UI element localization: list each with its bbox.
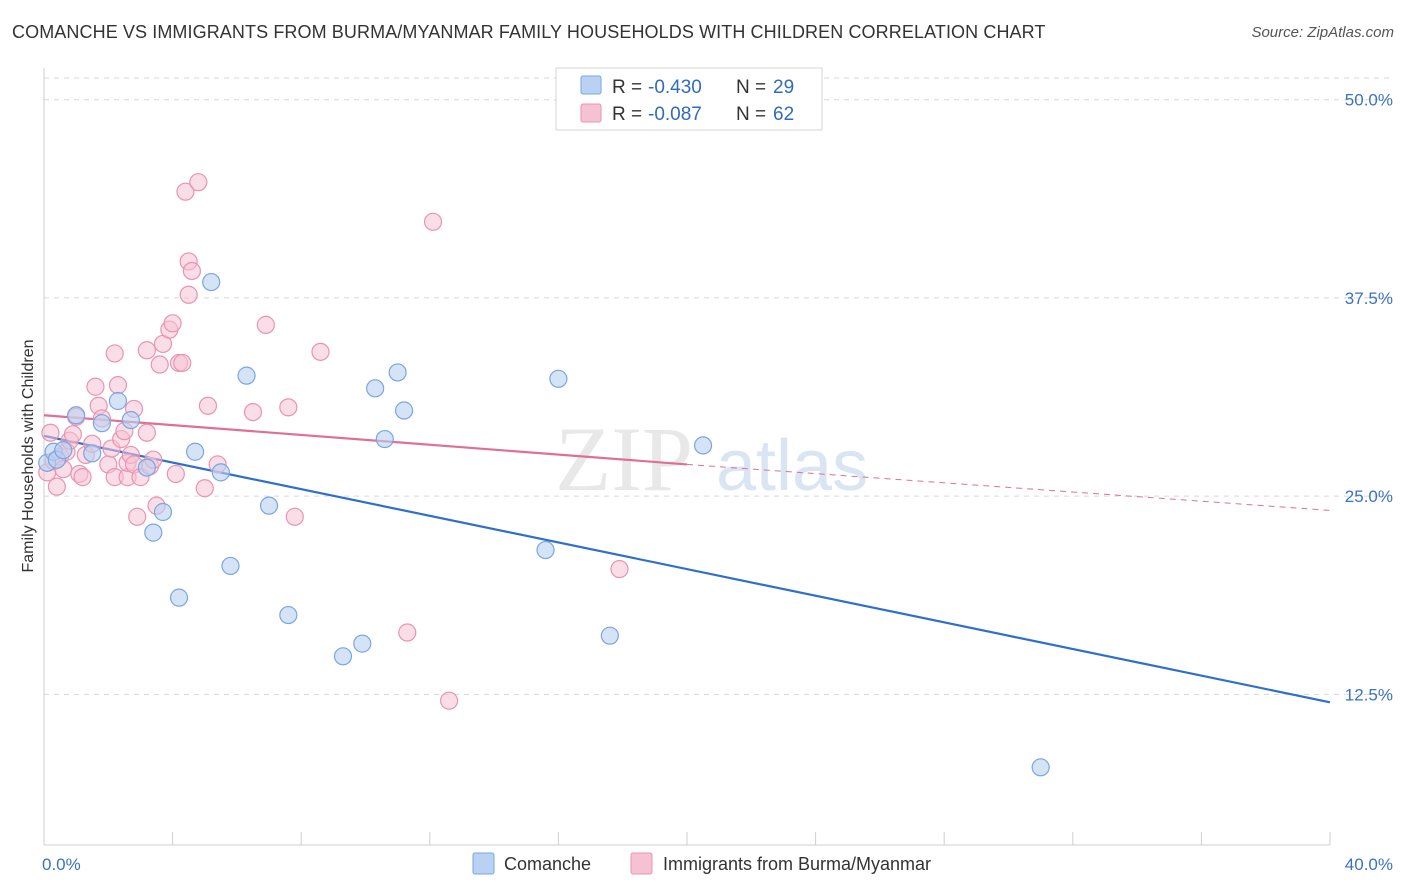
point-burma-51 — [243, 403, 263, 422]
y-tick-label-3: 50.0% — [1345, 91, 1393, 110]
point-burma-21 — [108, 376, 128, 395]
point-comanche-15 — [211, 463, 230, 482]
point-burma-59 — [610, 559, 629, 579]
legend-series-burma: Immigrants from Burma/Myanmar — [663, 854, 931, 874]
point-comanche-20 — [333, 647, 353, 666]
point-comanche-25 — [394, 401, 414, 420]
point-burma-8 — [63, 425, 83, 444]
point-comanche-5 — [83, 444, 102, 463]
y-axis-label: Family Households with Children — [20, 340, 37, 573]
point-burma-40 — [166, 464, 185, 484]
trend-line-comanche — [43, 434, 1331, 704]
x-tick-label-min: 0.0% — [42, 855, 81, 874]
point-burma-39 — [163, 314, 182, 333]
point-comanche-7 — [108, 391, 128, 411]
point-burma-52 — [256, 315, 275, 334]
chart-title: COMANCHE VS IMMIGRANTS FROM BURMA/MYANMA… — [12, 22, 1046, 42]
point-burma-32 — [137, 341, 156, 360]
point-comanche-10 — [144, 523, 163, 542]
legend-r-value-1: -0.430 — [648, 77, 702, 98]
point-comanche-12 — [169, 588, 189, 607]
legend-stats: R = -0.430 N = 29 R = -0.087 N = 62 — [555, 67, 823, 131]
point-burma-42 — [173, 353, 192, 373]
point-comanche-11 — [153, 502, 173, 522]
legend-series: Comanche Immigrants from Burma/Myanmar — [472, 852, 931, 875]
point-comanche-9 — [137, 458, 156, 477]
point-comanche-3 — [54, 441, 73, 460]
point-burma-55 — [311, 342, 330, 361]
point-burma-3 — [47, 477, 66, 496]
legend-n-label-2: N = — [736, 104, 766, 125]
point-comanche-21 — [353, 634, 372, 653]
point-burma-54 — [285, 507, 304, 526]
point-comanche-8 — [121, 410, 140, 430]
legend-n-value-1: 29 — [773, 77, 794, 98]
point-comanche-13 — [186, 442, 205, 461]
legend-n-label-1: N = — [736, 77, 766, 98]
point-comanche-4 — [67, 406, 86, 425]
point-comanche-28 — [600, 626, 619, 645]
point-burma-44 — [179, 285, 198, 304]
legend-series-swatch-burma — [630, 852, 653, 875]
point-burma-36 — [150, 355, 169, 374]
point-burma-48 — [195, 479, 214, 498]
watermark-atlas: atlas — [716, 426, 868, 506]
chart-source: Source: ZipAtlas.com — [1251, 24, 1394, 41]
point-burma-14 — [86, 377, 105, 396]
point-burma-29 — [128, 507, 147, 526]
point-burma-20 — [105, 344, 124, 363]
legend-n-value-2: 62 — [773, 104, 794, 125]
trend-line-burma-dashed — [686, 463, 1331, 511]
point-comanche-22 — [366, 379, 385, 398]
legend-r-value-2: -0.087 — [648, 104, 702, 125]
legend-series-swatch-comanche — [472, 852, 495, 875]
point-burma-58 — [439, 691, 459, 710]
point-burma-53 — [279, 398, 298, 417]
x-tick-label-max: 40.0% — [1345, 855, 1393, 874]
point-burma-56 — [398, 623, 417, 642]
point-comanche-16 — [221, 556, 240, 576]
point-comanche-19 — [279, 605, 298, 625]
point-comanche-23 — [375, 429, 394, 449]
point-comanche-27 — [549, 369, 568, 388]
y-tick-label-2: 37.5% — [1345, 289, 1393, 308]
point-burma-31 — [137, 423, 156, 442]
point-comanche-18 — [259, 496, 279, 515]
point-burma-11 — [73, 468, 92, 487]
y-tick-label-1: 25.0% — [1345, 487, 1393, 506]
point-comanche-30 — [1031, 758, 1050, 777]
trend-line-burma — [43, 414, 688, 466]
legend-r-label-1: R = — [612, 77, 642, 98]
legend-r-label-2: R = — [612, 104, 642, 125]
point-burma-43 — [176, 182, 195, 201]
y-tick-labels: 12.5% 25.0% 37.5% 50.0% — [1345, 91, 1393, 705]
data-points — [38, 173, 1050, 777]
point-comanche-17 — [237, 366, 256, 385]
point-burma-49 — [198, 396, 218, 415]
legend-series-comanche: Comanche — [504, 854, 591, 874]
point-burma-1 — [41, 423, 60, 442]
point-comanche-14 — [202, 272, 221, 292]
point-comanche-29 — [693, 436, 713, 455]
point-burma-47 — [189, 173, 208, 192]
y-tick-label-0: 12.5% — [1345, 685, 1393, 704]
point-comanche-26 — [536, 540, 555, 560]
point-comanche-6 — [92, 414, 111, 433]
point-burma-46 — [182, 261, 201, 281]
legend-swatch-burma — [580, 103, 602, 123]
trend-lines — [43, 414, 1331, 704]
point-burma-57 — [423, 212, 443, 231]
point-comanche-24 — [388, 363, 407, 382]
legend-swatch-comanche — [580, 75, 602, 95]
